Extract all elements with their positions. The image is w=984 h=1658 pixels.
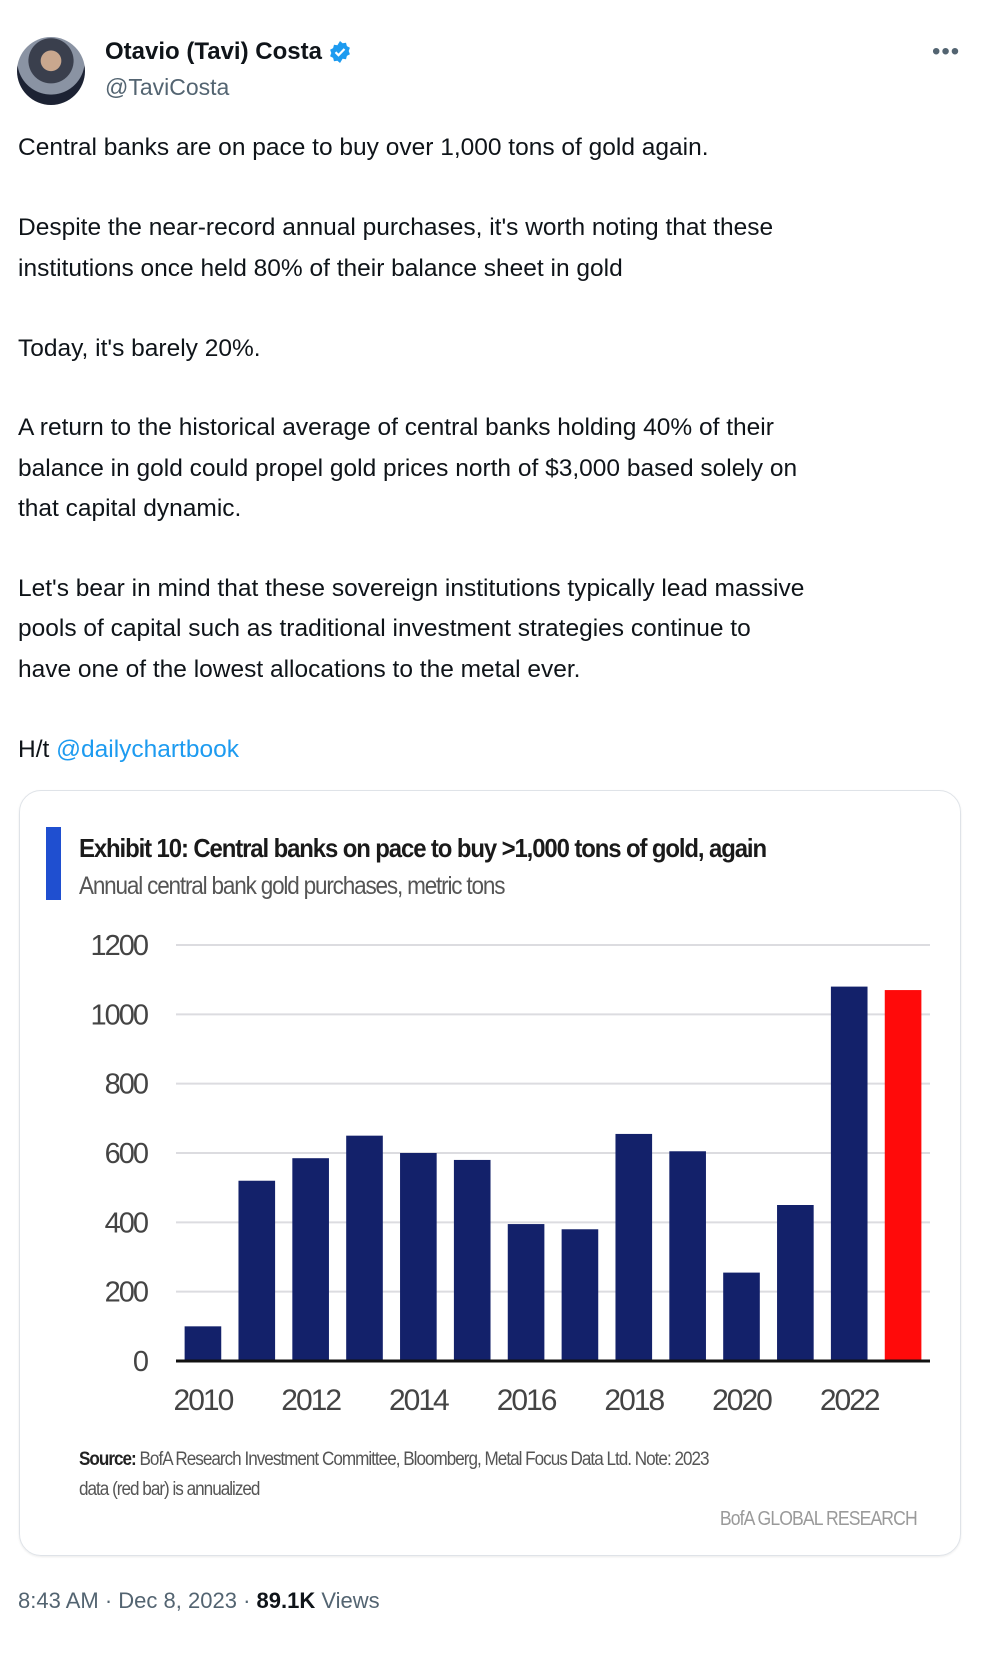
views-count: 89.1K xyxy=(256,1588,316,1613)
title-accent-bar xyxy=(46,827,61,900)
bar-2014 xyxy=(400,1153,437,1361)
bar-2023 xyxy=(884,990,922,1361)
chart-image-card[interactable] xyxy=(19,790,961,1556)
chart-source: Source: BofA Research Investment Committ… xyxy=(79,1449,710,1471)
tweet-text-line: Let's bear in mind that these sovereign … xyxy=(18,575,805,602)
views-label: Views xyxy=(321,1588,380,1613)
x-tick-label: 2010 xyxy=(174,1384,234,1417)
tweet-text-line: institutions once held 80% of their bala… xyxy=(18,255,623,282)
avatar[interactable] xyxy=(17,37,85,105)
bar-2011 xyxy=(238,1180,276,1361)
tweet-text-line: A return to the historical average of ce… xyxy=(18,414,774,441)
x-tick-label: 2012 xyxy=(281,1384,341,1417)
y-tick-label: 1000 xyxy=(90,999,147,1031)
verified-badge-icon xyxy=(330,41,350,63)
y-tick-label: 400 xyxy=(105,1207,148,1239)
source-text: BofA Research Investment Committee, Bloo… xyxy=(135,1449,709,1470)
tweet-text-line: Despite the near-record annual purchases… xyxy=(18,214,774,241)
chart-source-note: data (red bar) is annualized xyxy=(79,1479,260,1500)
tweet-meta: 8:43 AM · Dec 8, 2023 · 89.1K Views xyxy=(18,1588,380,1614)
author-handle[interactable]: @TaviCosta xyxy=(105,74,230,100)
author-name-text: Otavio (Tavi) Costa xyxy=(105,38,322,65)
tweet-text-line: pools of capital such as traditional inv… xyxy=(18,615,751,642)
bar-2018 xyxy=(615,1133,653,1361)
bar-2019 xyxy=(669,1151,706,1361)
x-tick-label: 2014 xyxy=(389,1384,449,1417)
x-tick-label: 2016 xyxy=(497,1384,557,1417)
tweet-date[interactable]: Dec 8, 2023 xyxy=(118,1588,237,1613)
x-tick-label: 2022 xyxy=(820,1384,880,1417)
mention-link[interactable]: @dailychartbook xyxy=(56,736,239,763)
y-tick-label: 1200 xyxy=(90,930,147,962)
chart-subtitle: Annual central bank gold purchases, metr… xyxy=(79,872,505,900)
x-tick-label: 2018 xyxy=(604,1384,664,1417)
separator: · xyxy=(104,1588,113,1613)
chart-brand: BofA GLOBAL RESEARCH xyxy=(720,1508,918,1530)
bar-2012 xyxy=(292,1158,329,1361)
tweet-text-line: balance in gold could propel gold prices… xyxy=(18,455,798,482)
separator: · xyxy=(243,1588,251,1613)
bar-2015 xyxy=(453,1159,491,1361)
y-tick-label: 200 xyxy=(105,1277,148,1309)
y-tick-label: 800 xyxy=(105,1069,148,1101)
bar-2013 xyxy=(346,1135,383,1361)
ellipsis-icon[interactable]: ••• xyxy=(932,38,961,65)
tweet-time[interactable]: 8:43 AM xyxy=(18,1588,99,1613)
y-tick-label: 600 xyxy=(105,1138,148,1170)
bar-2010 xyxy=(184,1326,222,1361)
bar-2016 xyxy=(507,1224,545,1361)
source-label: Source: xyxy=(79,1449,137,1470)
chart-title: Exhibit 10: Central banks on pace to buy… xyxy=(79,833,767,863)
tweet-text-line: Central banks are on pace to buy over 1,… xyxy=(18,134,709,161)
hat-tip-line: H/t @dailychartbook xyxy=(18,736,239,764)
bar-2017 xyxy=(561,1229,599,1361)
bar-2020 xyxy=(723,1272,760,1361)
bar-2022 xyxy=(830,986,868,1361)
author-name[interactable]: Otavio (Tavi) Costa xyxy=(105,38,352,66)
tweet-text-line: have one of the lowest allocations to th… xyxy=(18,656,581,683)
bar-2021 xyxy=(777,1205,814,1361)
y-tick-label: 0 xyxy=(133,1346,148,1378)
tweet-text-line: Today, it's barely 20%. xyxy=(18,335,261,362)
hat-tip-prefix: H/t xyxy=(18,736,57,763)
tweet-text-line: that capital dynamic. xyxy=(18,495,242,522)
x-tick-label: 2020 xyxy=(712,1384,772,1417)
